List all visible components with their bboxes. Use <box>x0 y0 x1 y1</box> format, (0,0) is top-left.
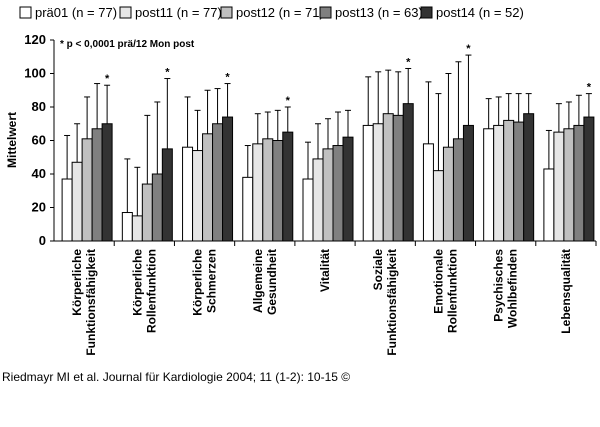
bar <box>91 128 103 242</box>
legend-swatch <box>19 6 32 19</box>
y-axis: 0 20 40 60 80 100 120 <box>24 32 55 248</box>
source-citation: Riedmayr MI et al. Journal für Kardiolog… <box>2 370 351 384</box>
bar <box>141 183 153 242</box>
bar <box>202 133 214 242</box>
bar <box>513 121 525 242</box>
significance-star: * <box>225 72 230 84</box>
category-label: KörperlicheFunktionsfähigkeit <box>70 249 98 356</box>
bar <box>81 138 93 242</box>
bar <box>573 124 585 242</box>
bar <box>493 124 505 242</box>
bar <box>131 215 143 242</box>
bar <box>523 113 535 242</box>
category-label: SozialeFunktionsfähigkeit <box>371 249 399 356</box>
y-tick-label: 60 <box>32 133 46 148</box>
bar <box>392 114 404 242</box>
y-tick-label: 0 <box>39 233 46 248</box>
y-axis-label: Mittelwert <box>5 112 19 168</box>
bar <box>563 128 575 242</box>
y-tick-label: 20 <box>32 200 46 215</box>
bar <box>262 138 274 242</box>
bar <box>101 123 113 242</box>
legend-label: post13 (n = 63) <box>335 5 423 20</box>
bar <box>583 116 595 242</box>
bar <box>192 150 204 242</box>
bar <box>452 138 464 242</box>
bar <box>151 173 163 242</box>
legend-swatch <box>119 6 132 19</box>
bar <box>182 146 194 242</box>
bar <box>71 161 83 242</box>
bar <box>483 128 495 242</box>
significance-star: * <box>466 43 471 55</box>
category-label: Vitalität <box>318 249 332 292</box>
legend-label: prä01 (n = 77) <box>35 5 117 20</box>
category-label: KörperlicheRollenfunktion <box>130 249 158 333</box>
bar <box>272 140 284 242</box>
bar <box>503 119 515 242</box>
bars: * * * * * * * <box>61 43 595 242</box>
y-tick-label: 100 <box>24 66 46 81</box>
category-label: Lebensqualität <box>559 249 573 334</box>
legend-swatch <box>420 6 433 19</box>
bar <box>212 123 224 242</box>
y-tick-label: 40 <box>32 166 46 181</box>
bar <box>462 124 474 242</box>
bar <box>282 131 294 242</box>
bar <box>372 123 384 242</box>
legend: prä01 (n = 77) post11 (n = 77) post12 (n =… <box>19 5 524 20</box>
bar <box>161 148 173 242</box>
category-label: EmotionaleRollenfunktion <box>431 249 459 333</box>
y-tick-label: 120 <box>24 32 46 47</box>
bar <box>121 212 133 242</box>
bar <box>61 178 73 242</box>
bar <box>442 146 454 242</box>
bar <box>362 124 374 242</box>
bar <box>342 136 354 242</box>
significance-annotation: * p < 0,0001 prä/12 Mon post <box>60 39 195 50</box>
bar <box>242 176 254 242</box>
bar <box>302 178 314 242</box>
significance-star: * <box>286 95 291 107</box>
category-label: AllgemeineGesundheit <box>251 249 279 315</box>
bar <box>252 143 264 242</box>
significance-star: * <box>165 67 170 79</box>
significance-star: * <box>105 73 110 85</box>
bar <box>222 116 234 242</box>
legend-swatch <box>319 6 332 19</box>
bar <box>543 168 555 242</box>
bar <box>322 148 334 242</box>
bar <box>422 143 434 242</box>
legend-label: post14 (n = 52) <box>436 5 524 20</box>
legend-label: post12 (n = 71) <box>236 5 324 20</box>
bar <box>432 170 444 242</box>
bar <box>382 113 394 242</box>
y-tick-label: 80 <box>32 99 46 114</box>
significance-star: * <box>587 82 592 94</box>
category-label: KörperlicheSchmerzen <box>191 249 219 316</box>
bar <box>402 103 414 242</box>
legend-label: post11 (n = 77) <box>135 5 222 20</box>
x-axis: KörperlicheFunktionsfähigkeit Körperliche… <box>54 240 597 356</box>
bar <box>332 145 344 242</box>
category-label: PsychischesWohlbefinden <box>492 249 520 328</box>
bar <box>553 131 565 242</box>
bar <box>312 158 324 242</box>
legend-swatch <box>220 6 233 19</box>
significance-star: * <box>406 56 411 68</box>
